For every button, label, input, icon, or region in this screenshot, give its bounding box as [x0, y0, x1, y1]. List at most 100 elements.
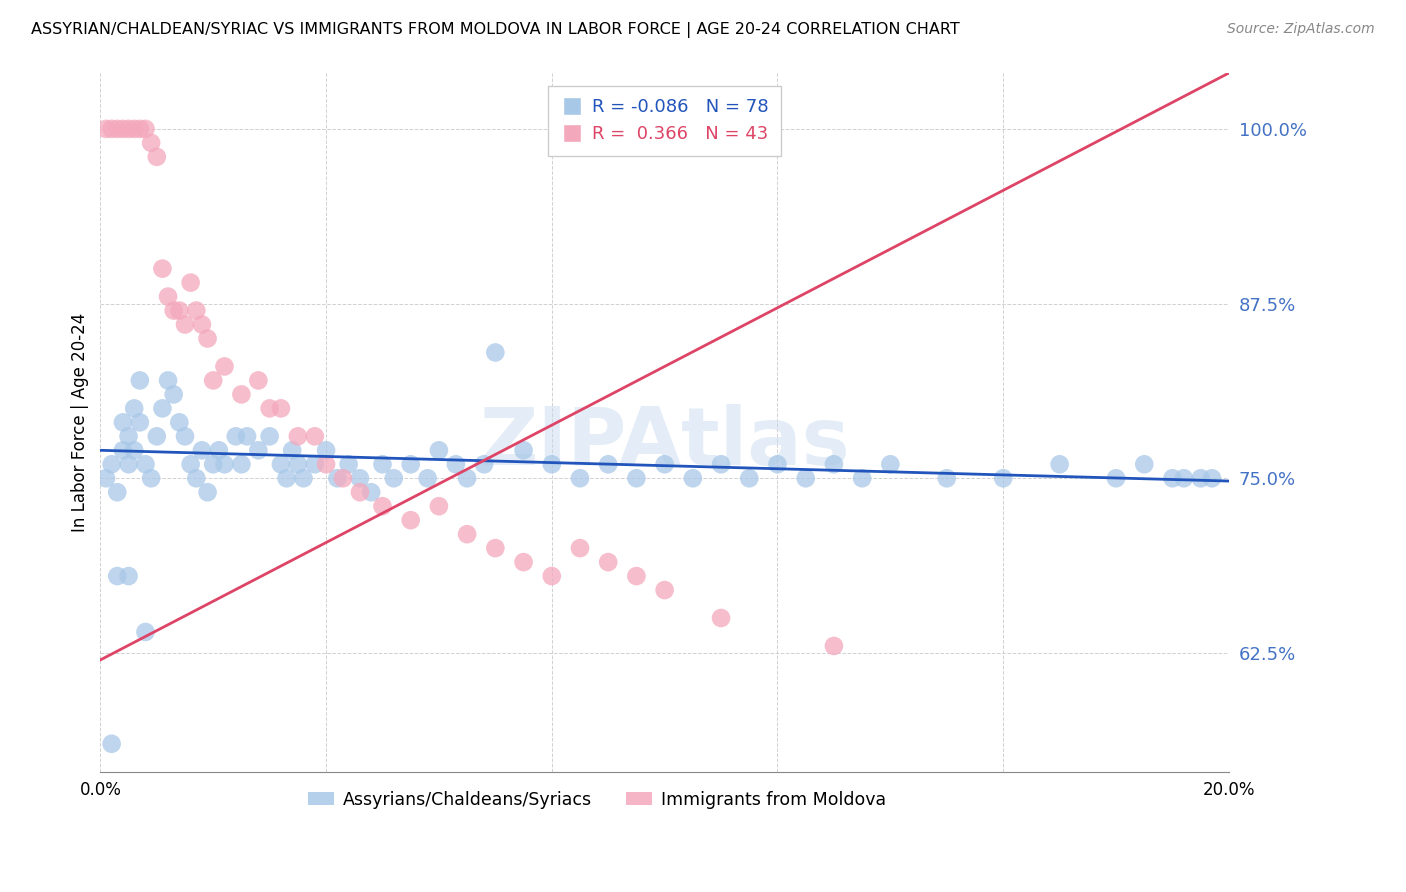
Point [270, 457, 292, 471]
Point [152, 261, 174, 276]
Text: ASSYRIAN/CHALDEAN/SYRIAC VS IMMIGRANTS FROM MOLDOVA IN LABOR FORCE | AGE 20-24 C: ASSYRIAN/CHALDEAN/SYRIAC VS IMMIGRANTS F… [31, 22, 960, 38]
Point [332, 471, 354, 485]
Point [304, 457, 326, 471]
Point [569, 541, 592, 555]
Point [399, 457, 422, 471]
Point [105, 121, 128, 136]
Point [766, 457, 789, 471]
Point [270, 401, 292, 416]
Point [197, 485, 219, 500]
Point [186, 471, 208, 485]
Point [134, 457, 156, 471]
Point [122, 121, 145, 136]
Point [360, 485, 382, 500]
Point [117, 429, 139, 443]
Point [105, 485, 128, 500]
Point [197, 331, 219, 345]
Point [111, 443, 134, 458]
Point [134, 624, 156, 639]
Point [484, 345, 506, 359]
Point [259, 429, 281, 443]
Point [1049, 457, 1071, 471]
Point [456, 471, 478, 485]
Point [304, 429, 326, 443]
Point [157, 289, 180, 303]
Point [139, 136, 162, 150]
Point [236, 429, 259, 443]
Point [247, 443, 270, 458]
Point [427, 443, 450, 458]
Point [794, 471, 817, 485]
Point [569, 471, 592, 485]
Point [111, 121, 134, 136]
Point [163, 387, 186, 401]
Point [202, 457, 225, 471]
Point [191, 443, 214, 458]
Point [456, 527, 478, 541]
Point [682, 471, 704, 485]
Point [444, 457, 467, 471]
Point [100, 737, 122, 751]
Point [157, 373, 180, 387]
Point [276, 471, 298, 485]
Point [146, 150, 169, 164]
Point [349, 471, 371, 485]
Point [174, 429, 197, 443]
Point [626, 569, 648, 583]
Point [484, 541, 506, 555]
Point [851, 471, 873, 485]
Point [287, 429, 309, 443]
Point [169, 303, 191, 318]
Point [139, 471, 162, 485]
Point [371, 457, 394, 471]
Point [128, 373, 150, 387]
Point [349, 485, 371, 500]
Point [654, 582, 676, 597]
Point [598, 555, 620, 569]
Point [315, 457, 337, 471]
Point [337, 457, 360, 471]
Point [281, 443, 304, 458]
Point [105, 569, 128, 583]
Point [287, 457, 309, 471]
Point [540, 457, 562, 471]
Point [935, 471, 957, 485]
Point [259, 401, 281, 416]
Point [993, 471, 1015, 485]
Point [1201, 471, 1223, 485]
Point [315, 443, 337, 458]
Point [122, 443, 145, 458]
Y-axis label: In Labor Force | Age 20-24: In Labor Force | Age 20-24 [72, 313, 89, 532]
Point [326, 471, 349, 485]
Point [94, 121, 117, 136]
Point [247, 373, 270, 387]
Point [117, 121, 139, 136]
Point [823, 457, 845, 471]
Point [134, 121, 156, 136]
Point [128, 121, 150, 136]
Point [1173, 471, 1195, 485]
Point [191, 318, 214, 332]
Point [180, 276, 202, 290]
Point [169, 415, 191, 429]
Point [1161, 471, 1184, 485]
Point [180, 457, 202, 471]
Point [598, 457, 620, 471]
Point [163, 303, 186, 318]
Point [823, 639, 845, 653]
Point [512, 443, 534, 458]
Point [231, 387, 253, 401]
Point [292, 471, 315, 485]
Point [1133, 457, 1156, 471]
Point [100, 121, 122, 136]
Point [202, 373, 225, 387]
Point [186, 303, 208, 318]
Point [100, 457, 122, 471]
Point [214, 457, 236, 471]
Point [512, 555, 534, 569]
Point [225, 429, 247, 443]
Point [710, 611, 733, 625]
Point [710, 457, 733, 471]
Point [1189, 471, 1212, 485]
Text: ZIPAtlas: ZIPAtlas [479, 404, 851, 483]
